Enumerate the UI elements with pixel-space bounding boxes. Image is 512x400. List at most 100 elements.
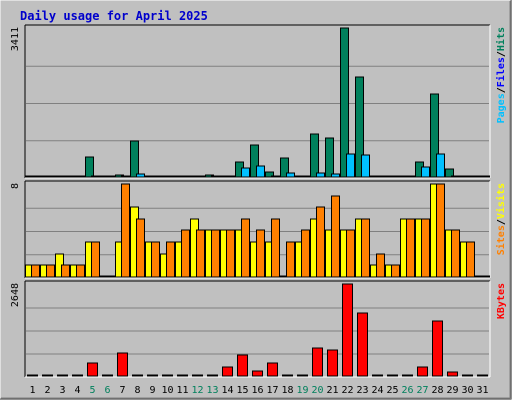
bar-kbytes-day-11 bbox=[177, 374, 188, 377]
day-label-29: 29 bbox=[446, 385, 458, 396]
day-label-5: 5 bbox=[89, 385, 95, 396]
bar-kbytes-day-13 bbox=[207, 374, 218, 377]
bar-files-day-4 bbox=[76, 175, 85, 178]
bar-files-day-10 bbox=[166, 175, 175, 178]
bar-sites-day-1 bbox=[31, 264, 40, 278]
bar-files-day-23 bbox=[361, 154, 370, 178]
bar-kbytes-day-20 bbox=[312, 347, 323, 377]
bar-hits-day-16 bbox=[250, 144, 259, 178]
bar-kbytes-day-7 bbox=[117, 352, 128, 377]
bar-sites-day-17 bbox=[271, 218, 280, 278]
bar-files-day-18 bbox=[286, 172, 295, 178]
bar-kbytes-day-8 bbox=[132, 374, 143, 377]
bar-sites-day-15 bbox=[241, 218, 250, 278]
scale-labels: 3411 8 2648 bbox=[10, 27, 21, 307]
day-label-18: 18 bbox=[281, 385, 293, 396]
bar-kbytes-day-26 bbox=[402, 374, 413, 377]
bar-kbytes-day-29 bbox=[447, 371, 458, 377]
bar-sites-day-6 bbox=[106, 275, 115, 278]
bar-sites-day-14 bbox=[226, 229, 235, 278]
bar-sites-day-11 bbox=[181, 229, 190, 278]
bar-sites-day-27 bbox=[421, 218, 430, 278]
legend-entry: Visits bbox=[495, 183, 507, 219]
day-label-6: 6 bbox=[104, 385, 110, 396]
day-label-9: 9 bbox=[149, 385, 155, 396]
bar-sites-day-30 bbox=[466, 241, 475, 278]
bar-files-day-31 bbox=[481, 175, 490, 178]
bar-files-day-1 bbox=[31, 175, 40, 178]
panels bbox=[24, 24, 491, 378]
legend-hits-files-pages: Pages/Files/Hits bbox=[495, 27, 507, 123]
bar-hits-day-5 bbox=[85, 156, 94, 178]
bar-sites-day-3 bbox=[61, 264, 70, 278]
bar-kbytes-day-10 bbox=[162, 374, 173, 377]
bar-files-day-6 bbox=[106, 175, 115, 178]
bar-kbytes-day-14 bbox=[222, 366, 233, 377]
legend-visits-sites: Sites/Visits bbox=[495, 183, 507, 255]
day-label-10: 10 bbox=[161, 385, 173, 396]
day-label-12: 12 bbox=[191, 385, 203, 396]
day-label-13: 13 bbox=[206, 385, 218, 396]
bar-files-day-21 bbox=[331, 173, 340, 178]
bar-kbytes-day-4 bbox=[72, 374, 83, 377]
legend-entry: Sites bbox=[495, 225, 507, 255]
legend-entry: KBytes bbox=[496, 283, 507, 319]
bar-files-day-20 bbox=[316, 172, 325, 178]
day-label-15: 15 bbox=[236, 385, 248, 396]
bar-sites-day-23 bbox=[361, 218, 370, 278]
bar-files-day-19 bbox=[301, 175, 310, 178]
bar-hits-day-29 bbox=[445, 168, 454, 178]
panel-kbytes bbox=[25, 281, 490, 377]
bar-kbytes-day-31 bbox=[477, 374, 488, 377]
bar-files-day-5 bbox=[91, 175, 100, 178]
bar-files-day-14 bbox=[226, 175, 235, 178]
bar-kbytes-day-22 bbox=[342, 283, 353, 377]
bar-kbytes-day-28 bbox=[432, 320, 443, 377]
bar-kbytes-day-9 bbox=[147, 374, 158, 377]
bar-kbytes-day-24 bbox=[372, 374, 383, 377]
bar-kbytes-day-23 bbox=[357, 312, 368, 377]
day-label-1: 1 bbox=[29, 385, 35, 396]
bar-kbytes-day-30 bbox=[462, 374, 473, 377]
bar-files-day-3 bbox=[61, 175, 70, 178]
day-label-8: 8 bbox=[134, 385, 140, 396]
day-label-16: 16 bbox=[251, 385, 263, 396]
bar-sites-day-20 bbox=[316, 206, 325, 278]
bar-files-day-25 bbox=[391, 175, 400, 178]
bar-sites-day-12 bbox=[196, 229, 205, 278]
bar-hits-day-18 bbox=[280, 157, 289, 178]
bar-kbytes-day-1 bbox=[27, 374, 38, 377]
bar-sites-day-28 bbox=[436, 183, 445, 278]
bar-sites-day-24 bbox=[376, 253, 385, 278]
scale-label-kbytes: 2648 bbox=[10, 283, 21, 307]
day-label-21: 21 bbox=[326, 385, 338, 396]
bar-files-day-16 bbox=[256, 165, 265, 178]
bar-sites-day-16 bbox=[256, 229, 265, 278]
day-label-11: 11 bbox=[176, 385, 188, 396]
legend-entry: / bbox=[496, 219, 507, 225]
legend-entry: Pages bbox=[496, 93, 507, 123]
bar-files-day-26 bbox=[406, 175, 415, 178]
bar-kbytes-day-21 bbox=[327, 349, 338, 377]
day-label-25: 25 bbox=[386, 385, 398, 396]
bar-files-day-22 bbox=[346, 153, 355, 178]
bar-files-day-15 bbox=[241, 167, 250, 178]
legend-entry: Files bbox=[495, 57, 507, 87]
day-label-27: 27 bbox=[416, 385, 428, 396]
legend-entry: / bbox=[496, 51, 507, 57]
bar-files-day-27 bbox=[421, 166, 430, 178]
bar-sites-day-10 bbox=[166, 241, 175, 278]
bar-hits-day-23 bbox=[355, 76, 364, 178]
day-label-4: 4 bbox=[74, 385, 80, 396]
bar-sites-day-22 bbox=[346, 229, 355, 278]
bar-files-day-13 bbox=[211, 175, 220, 178]
day-label-30: 30 bbox=[461, 385, 473, 396]
bar-hits-day-20 bbox=[310, 133, 319, 178]
bar-files-day-29 bbox=[451, 175, 460, 178]
bar-files-day-7 bbox=[121, 175, 130, 178]
bar-sites-day-29 bbox=[451, 229, 460, 278]
scale-label-hits-files-pages: 3411 bbox=[10, 27, 21, 51]
day-label-14: 14 bbox=[221, 385, 233, 396]
bar-files-day-2 bbox=[46, 175, 55, 178]
